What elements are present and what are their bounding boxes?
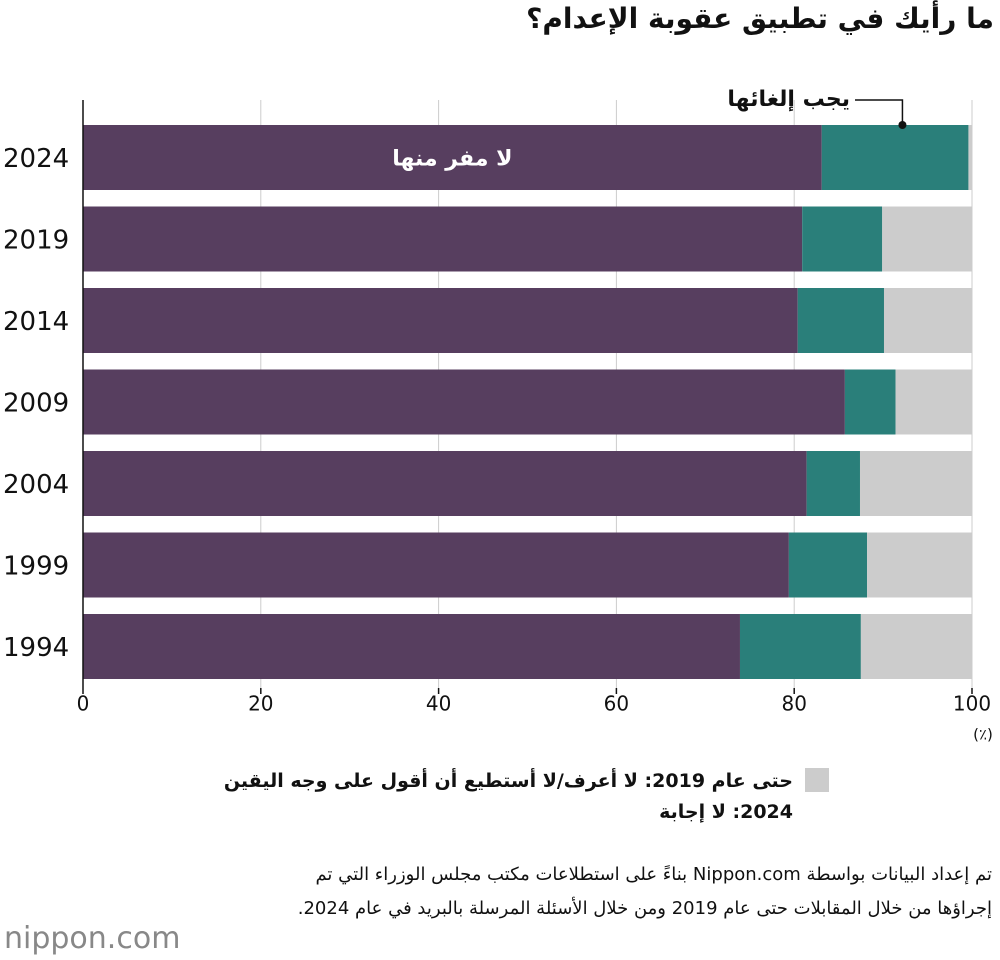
y-tick-label: 1994 <box>3 633 69 663</box>
bar-segment <box>883 288 972 353</box>
y-tick-label: 2019 <box>3 226 69 256</box>
bar-segment <box>802 206 883 272</box>
bar-segment <box>859 451 972 516</box>
bar-segment <box>739 614 861 679</box>
bar-segment <box>83 614 740 679</box>
bar-segment <box>83 125 822 190</box>
bar-segment <box>83 288 798 353</box>
bar-segment <box>844 369 896 435</box>
series-label: يجب إلغائها <box>727 87 850 112</box>
y-tick-label: 2024 <box>3 144 69 174</box>
logo: nippon.com <box>4 921 181 956</box>
bar-segment <box>821 125 969 190</box>
legend-note: 2024: لا إجابة <box>659 801 793 823</box>
series-label: لا مفر منها <box>392 147 512 172</box>
y-tick-label: 2009 <box>3 389 69 419</box>
bar-segment <box>83 451 807 516</box>
bar-segment <box>860 614 972 679</box>
legend-label: حتى عام 2019: لا أعرف/لا أستطيع أن أقول … <box>223 770 793 792</box>
bar-segment <box>797 288 884 353</box>
y-tick-label: 2014 <box>3 307 69 337</box>
leader-dot <box>898 121 907 129</box>
y-tick-label: 1999 <box>3 552 69 582</box>
chart-title: ما رأيك في تطبيق عقوبة الإعدام؟ <box>526 2 994 35</box>
x-tick-label: 40 <box>426 692 451 716</box>
bar-segment <box>867 532 972 598</box>
leader-line <box>855 99 904 125</box>
x-unit: (٪) <box>973 726 993 744</box>
bar-segment <box>895 369 972 435</box>
legend-swatch <box>805 768 829 792</box>
x-tick-label: 0 <box>77 692 90 716</box>
bar-segment <box>83 206 803 272</box>
bar-segment <box>882 206 972 272</box>
bar-segment <box>806 451 860 516</box>
x-tick-label: 80 <box>781 692 806 716</box>
bar-segment <box>83 532 789 598</box>
bar-segment <box>83 369 845 435</box>
x-tick-label: 60 <box>604 692 629 716</box>
source-note: تم إعداد البيانات بواسطة Nippon.com بناء… <box>297 864 992 919</box>
x-tick-label: 100 <box>953 692 991 716</box>
bar-segment <box>968 125 972 190</box>
y-tick-label: 2004 <box>3 470 69 500</box>
x-tick-label: 20 <box>248 692 273 716</box>
bar-segment <box>788 532 868 598</box>
